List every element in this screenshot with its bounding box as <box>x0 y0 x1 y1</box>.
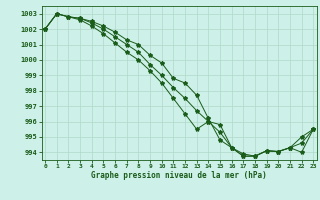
X-axis label: Graphe pression niveau de la mer (hPa): Graphe pression niveau de la mer (hPa) <box>91 171 267 180</box>
